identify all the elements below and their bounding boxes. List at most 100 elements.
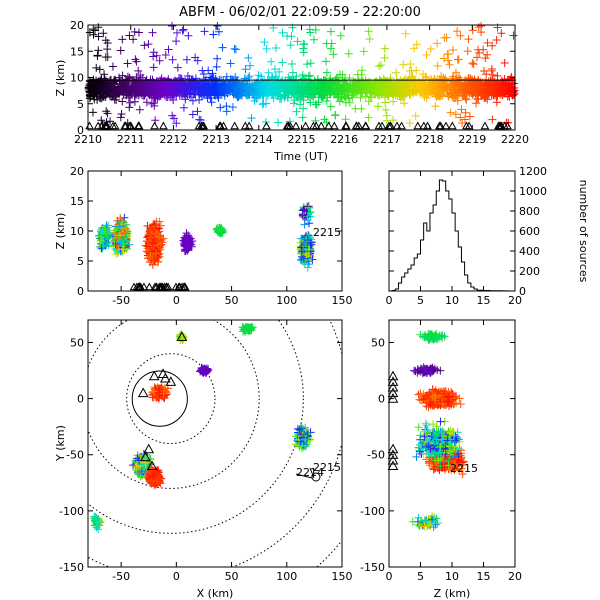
source-point [451, 110, 460, 119]
source-point [132, 57, 141, 66]
source-point [245, 72, 254, 81]
source-point [287, 60, 296, 69]
source-point [322, 39, 331, 48]
source-point [101, 53, 110, 62]
time-height-points [84, 22, 519, 128]
source-point [286, 41, 295, 50]
source-point [405, 119, 414, 128]
source-point [126, 98, 135, 107]
y-tick-label: 5 [77, 255, 84, 268]
source-point [179, 103, 188, 112]
x-tick-label: 100 [276, 294, 297, 307]
x-tick-label: 2216 [330, 133, 358, 146]
y-tick-label: 400 [519, 245, 540, 258]
y-tick-label: 10 [70, 225, 84, 238]
source-point [172, 37, 181, 46]
source-point [492, 36, 501, 45]
source-point [322, 68, 331, 77]
source-point [469, 60, 478, 69]
source-point [357, 70, 366, 79]
x-z-station-triangles [129, 282, 190, 291]
y-tick-label: 0 [77, 285, 84, 298]
y-tick-label: 600 [519, 225, 540, 238]
source-point [356, 93, 365, 102]
source-point [433, 61, 442, 70]
source-point [399, 60, 408, 69]
source-point [488, 115, 497, 124]
source-point [422, 50, 431, 59]
source-point [322, 57, 331, 66]
source-point [336, 31, 345, 40]
source-point [144, 40, 153, 49]
source-point [103, 45, 112, 54]
source-point [481, 54, 490, 63]
station-triangle [159, 121, 168, 130]
source-point [131, 55, 140, 64]
source-point [102, 107, 111, 116]
x-tick-label: 2217 [373, 133, 401, 146]
source-point [497, 29, 506, 38]
source-point [264, 68, 273, 77]
source-point [193, 107, 202, 116]
source-point [299, 104, 308, 113]
source-point [290, 96, 299, 105]
x-tick-label: 150 [332, 294, 353, 307]
x-z-points [95, 202, 317, 272]
source-point [472, 99, 481, 108]
source-point [504, 118, 513, 127]
source-point [213, 22, 222, 31]
station-triangle [150, 121, 159, 130]
source-point [125, 103, 134, 112]
source-point [440, 33, 449, 42]
source-point [260, 38, 269, 47]
source-point [88, 108, 97, 117]
x-tick-label: 10 [445, 294, 459, 307]
source-point [433, 39, 442, 48]
source-point [89, 30, 98, 39]
source-point [381, 105, 390, 114]
source-point [305, 93, 314, 102]
source-point [218, 43, 227, 52]
source-point [199, 69, 208, 78]
source-point [483, 50, 492, 59]
x-tick-label: 0 [173, 294, 180, 307]
source-point [212, 62, 221, 71]
source-point [374, 102, 383, 111]
source-point [262, 99, 271, 108]
source-point [252, 94, 261, 103]
source-point [345, 98, 354, 107]
source-point [161, 50, 170, 59]
source-point [278, 58, 287, 67]
station-triangle [301, 121, 310, 130]
source-point [300, 40, 309, 49]
source-point [507, 74, 516, 83]
source-point [392, 79, 401, 88]
source-point [172, 119, 181, 128]
source-point [320, 115, 329, 124]
x-tick-label: -50 [112, 294, 130, 307]
x-tick-label: 2214 [245, 133, 273, 146]
source-point [445, 60, 454, 69]
source-point [240, 74, 249, 83]
source-point [448, 45, 457, 54]
source-point [326, 44, 335, 53]
source-point [179, 25, 188, 34]
source-point [457, 105, 466, 114]
x-tick-label: 2219 [458, 133, 486, 146]
source-point [344, 49, 353, 58]
source-point [299, 48, 308, 57]
source-point [247, 114, 256, 123]
source-point [456, 31, 465, 40]
source-point [148, 28, 157, 37]
source-point [233, 77, 242, 86]
source-point [463, 47, 472, 56]
y-tick-label: 0 [77, 124, 84, 137]
source-point [326, 27, 335, 36]
source-point [298, 70, 307, 79]
source-point [246, 61, 255, 70]
source-point [188, 96, 197, 105]
source-point [125, 31, 134, 40]
source-point [118, 71, 127, 80]
source-point [262, 44, 271, 53]
